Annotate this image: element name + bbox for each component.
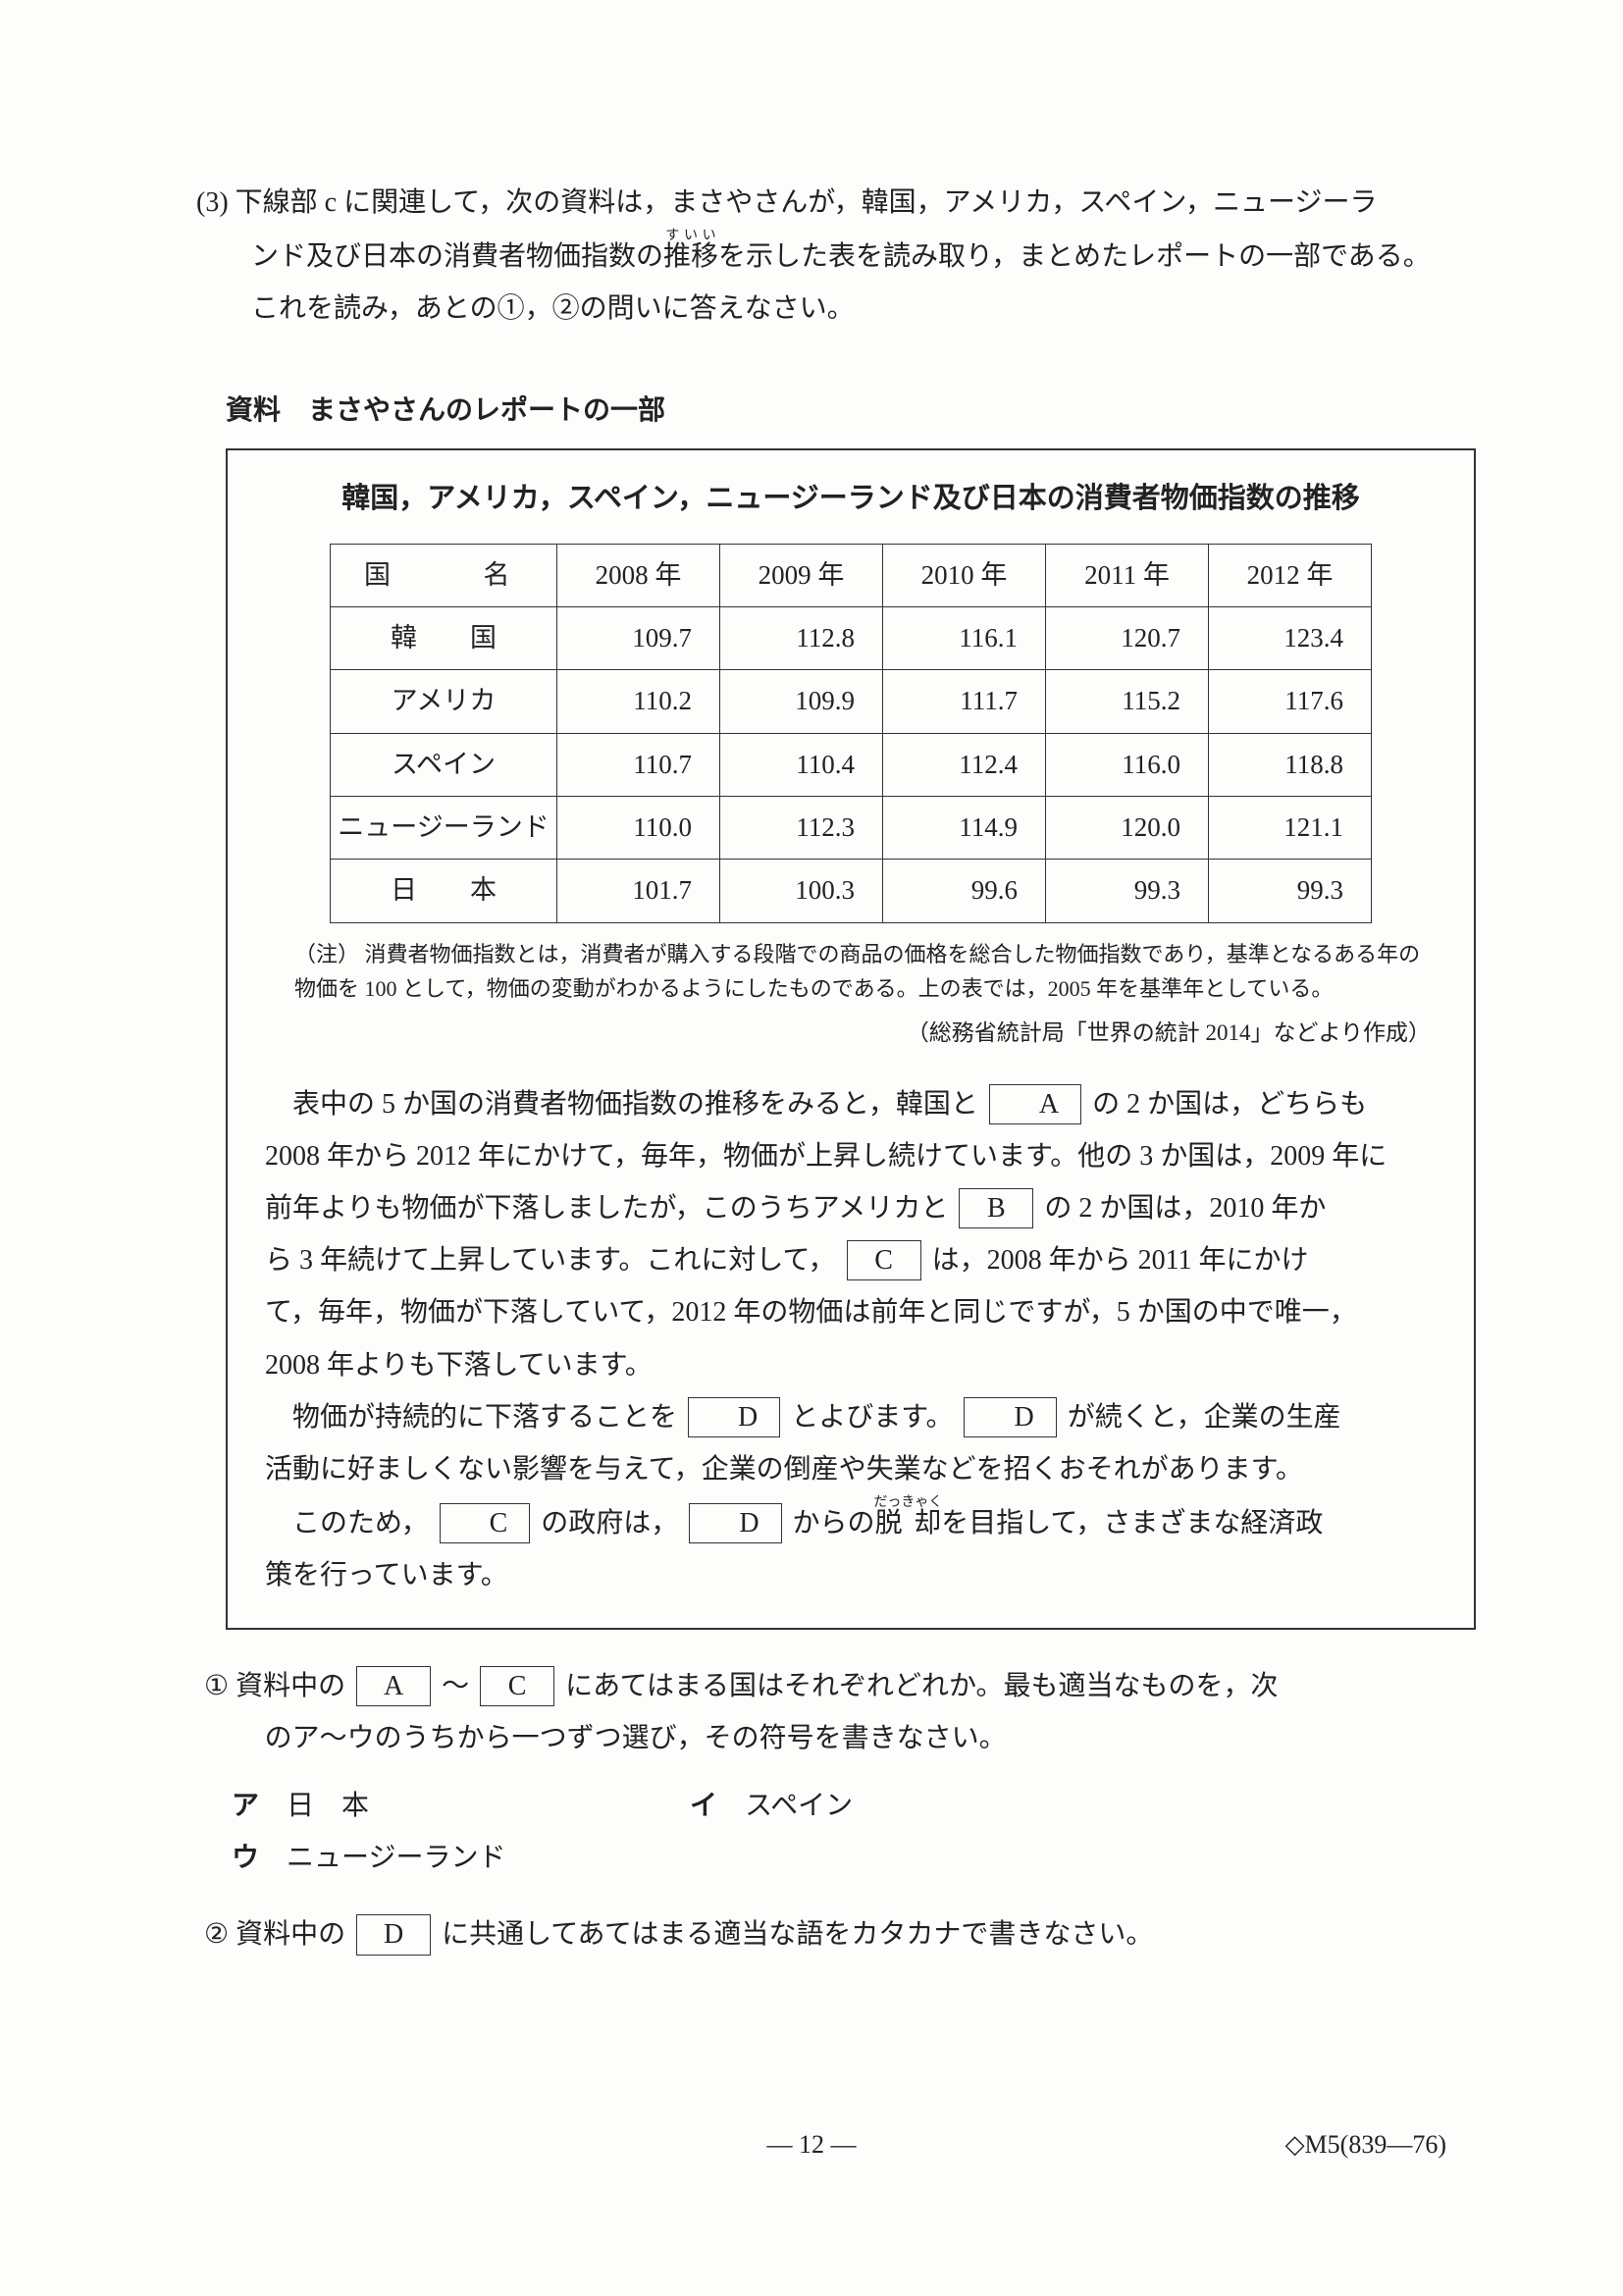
blank-A: A (989, 1084, 1081, 1124)
answer-choices: ア 日 本 イ スペイン ウ ニュージーランド (232, 1780, 1476, 1884)
question-stem: (3) 下線部 c に関連して，次の資料は，まさやさんが，韓国，アメリカ，スペイ… (196, 177, 1476, 336)
table-row: 日 本 101.7 100.3 99.6 99.3 99.3 (331, 860, 1372, 922)
th-year: 2009 年 (720, 544, 883, 606)
blank-A: A (356, 1666, 431, 1706)
q-line2b: を示した表を読み取り，まとめたレポートの一部である。 (718, 241, 1431, 272)
table-note: （注） 消費者物価指数とは，消費者が購入する段階での商品の価格を総合した物価指数… (294, 937, 1431, 1006)
table-row: アメリカ 110.2 109.9 111.7 115.2 117.6 (331, 670, 1372, 733)
report-body: 表中の 5 か国の消費者物価指数の推移をみると，韓国と A の 2 か国は，どち… (265, 1078, 1437, 1602)
document-id: ◇M5(839—76) (1285, 2120, 1446, 2168)
blank-D: D (689, 1503, 781, 1543)
table-row: 韓 国 109.7 112.8 116.1 120.7 123.4 (331, 607, 1372, 670)
blank-D: D (688, 1397, 780, 1437)
report-box: 韓国，アメリカ，スペイン，ニュージーランド及び日本の消費者物価指数の推移 国 名… (226, 448, 1476, 1630)
q-line2a: ンド及び日本の消費者物価指数の (251, 241, 663, 272)
choice-a: ア 日 本 (232, 1780, 526, 1832)
blank-C: C (440, 1503, 531, 1543)
th-year: 2008 年 (557, 544, 720, 606)
sub-question-1: ① 資料中の A ～ C にあてはまる国はそれぞれどれか。最も適当なものを，次 … (204, 1659, 1476, 1764)
blank-C: C (847, 1240, 921, 1280)
blank-C: C (480, 1666, 554, 1706)
choice-c: ウ ニュージーランド (232, 1832, 662, 1884)
blank-D: D (964, 1397, 1056, 1437)
exam-page: (3) 下線部 c に関連して，次の資料は，まさやさんが，韓国，アメリカ，スペイ… (0, 0, 1623, 2296)
q-line3: これを読み，あとの①，②の問いに答えなさい。 (196, 283, 1476, 335)
cpi-table: 国 名 2008 年 2009 年 2010 年 2011 年 2012 年 韓… (330, 544, 1372, 923)
table-row: スペイン 110.7 110.4 112.4 116.0 118.8 (331, 733, 1372, 796)
blank-B: B (959, 1188, 1033, 1228)
table-source: （総務省統計局「世界の統計 2014」などより作成） (255, 1012, 1431, 1055)
table-header-row: 国 名 2008 年 2009 年 2010 年 2011 年 2012 年 (331, 544, 1372, 606)
sub-question-2: ② 資料中の D に共通してあてはまる適当な語をカタカナで書きなさい。 (204, 1907, 1476, 1960)
th-year: 2012 年 (1209, 544, 1372, 606)
blank-D: D (356, 1914, 431, 1955)
th-year: 2011 年 (1046, 544, 1209, 606)
report-title: 韓国，アメリカ，スペイン，ニュージーランド及び日本の消費者物価指数の推移 (255, 472, 1446, 526)
material-label: 資料 まさやさんのレポートの一部 (226, 385, 1476, 437)
th-country: 国 名 (331, 544, 557, 606)
choice-b: イ スペイン (690, 1780, 1010, 1832)
q-line1: 下線部 c に関連して，次の資料は，まさやさんが，韓国，アメリカ，スペイン，ニュ… (236, 187, 1378, 218)
q-number: (3) (196, 187, 229, 218)
table-row: ニュージーランド 110.0 112.3 114.9 120.0 121.1 (331, 797, 1372, 860)
th-year: 2010 年 (883, 544, 1046, 606)
